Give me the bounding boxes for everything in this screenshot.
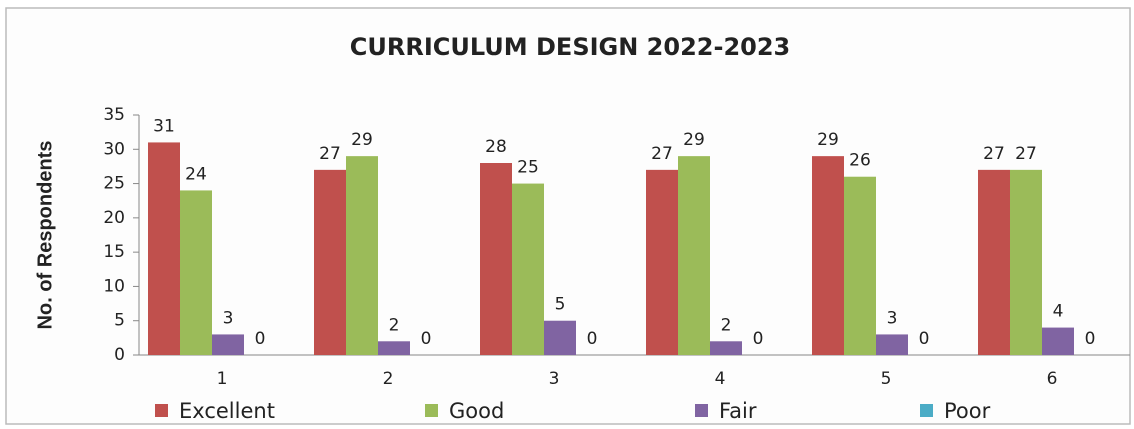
value-label: 27 (1015, 144, 1037, 164)
legend-swatch (155, 404, 168, 417)
x-tick-label: 2 (383, 369, 394, 389)
legend-swatch (425, 404, 438, 417)
value-label: 0 (587, 329, 598, 349)
legend-label: Excellent (179, 399, 275, 423)
bar (978, 169, 1010, 355)
value-label: 3 (223, 308, 234, 328)
y-tick-label: 35 (103, 105, 125, 125)
value-label: 31 (153, 116, 175, 136)
value-label: 29 (817, 130, 839, 150)
bar (710, 341, 742, 355)
bar (1042, 327, 1074, 355)
y-tick-label: 0 (114, 345, 125, 365)
x-tick-label: 1 (217, 369, 228, 389)
x-tick-label: 3 (549, 369, 560, 389)
value-label: 26 (849, 151, 871, 171)
value-label: 0 (255, 329, 266, 349)
bar (180, 190, 212, 355)
bar (544, 320, 576, 355)
value-label: 0 (919, 329, 930, 349)
bar (1010, 169, 1042, 355)
bar (844, 176, 876, 355)
chart-title: CURRICULUM DESIGN 2022-2023 (350, 33, 790, 61)
value-label: 25 (517, 158, 539, 178)
bar (148, 142, 180, 355)
value-label: 29 (351, 130, 373, 150)
bar (480, 163, 512, 355)
x-tick-label: 6 (1047, 369, 1058, 389)
bar (646, 169, 678, 355)
legend-label: Poor (944, 399, 991, 423)
value-label: 27 (983, 144, 1005, 164)
value-label: 27 (319, 144, 341, 164)
value-label: 3 (887, 308, 898, 328)
x-tick-label: 4 (715, 369, 726, 389)
y-tick-label: 20 (103, 208, 125, 228)
y-axis-label: No. of Respondents (34, 141, 56, 330)
bar (314, 169, 346, 355)
value-label: 2 (721, 315, 732, 335)
legend-swatch (920, 404, 933, 417)
value-label: 29 (683, 130, 705, 150)
y-tick-label: 5 (114, 311, 125, 331)
value-label: 5 (555, 295, 566, 315)
y-tick-label: 30 (103, 139, 125, 159)
legend-swatch (695, 404, 708, 417)
value-label: 4 (1053, 302, 1064, 322)
y-tick-label: 25 (103, 174, 125, 194)
x-tick-label: 5 (881, 369, 892, 389)
legend-label: Fair (719, 399, 757, 423)
bar (378, 341, 410, 355)
y-tick-label: 15 (103, 242, 125, 262)
value-label: 24 (185, 164, 207, 184)
bar (212, 334, 244, 355)
value-label: 27 (651, 144, 673, 164)
bar (512, 183, 544, 355)
value-label: 0 (421, 329, 432, 349)
value-label: 28 (485, 137, 507, 157)
value-label: 0 (1085, 329, 1096, 349)
y-tick-label: 10 (103, 276, 125, 296)
bar (678, 156, 710, 355)
bar (346, 156, 378, 355)
legend-label: Good (449, 399, 504, 423)
bar (876, 334, 908, 355)
value-label: 2 (389, 315, 400, 335)
bar (812, 156, 844, 355)
value-label: 0 (753, 329, 764, 349)
